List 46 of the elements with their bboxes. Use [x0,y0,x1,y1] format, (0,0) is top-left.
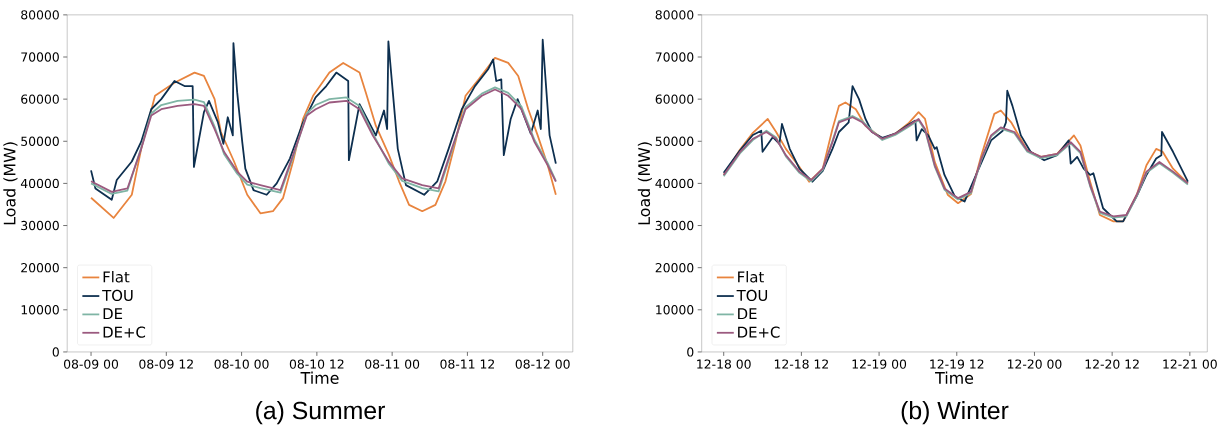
y-tick-label: 70000 [21,52,59,62]
x-tick-label: 08-11 00 [365,359,420,369]
y-tick-label: 40000 [20,178,59,188]
y-tick-label: 30000 [655,220,694,231]
y-tick-label: 0 [52,347,59,357]
legend-label: DE+C [103,326,146,338]
y-tick-label: 80000 [655,10,694,20]
text: (b) Winter [901,400,1009,425]
x-tick-label: 08-11 12 [440,359,495,369]
x-tick-label: 12-18 12 [774,359,828,369]
y-tick-label: 60000 [655,94,694,104]
legend-label: TOU [736,289,768,301]
y-tick-label: 50000 [21,136,59,146]
x-tick-label: 12-19 00 [852,359,907,369]
y-axis-title: Load (MW) [3,142,18,225]
y-tick-label: 20000 [21,262,59,273]
y-tick-label: 30000 [21,220,59,231]
x-tick-label: 12-21 00 [1163,359,1217,369]
x-tick-label: 12-18 00 [697,359,751,369]
text: (a) Summer [256,400,385,425]
x-tick-label: 08-10 00 [214,359,269,369]
y-tick-label: 0 [687,347,694,357]
y-tick-label: 20000 [655,262,694,273]
legend-label: DE [738,308,757,319]
legend-label: TOU [102,289,133,301]
x-tick-label: 12-19 12 [930,359,984,369]
legend-label: Flat [103,270,130,283]
x-tick-label: 08-12 00 [515,359,570,369]
x-axis-title: Time [300,371,339,384]
x-axis-title: Time [935,371,974,384]
x-tick-label: 12-20 00 [1007,359,1062,369]
x-tick-label: 08-10 12 [289,359,344,369]
y-tick-label: 40000 [655,178,694,188]
y-tick-label: 70000 [655,52,694,62]
x-tick-label: 12-20 12 [1085,359,1139,369]
legend-label: Flat [738,270,764,283]
y-tick-label: 60000 [21,94,59,104]
legend-label: DE+C [738,326,780,338]
y-tick-label: 80000 [21,10,59,20]
y-tick-label: 10000 [656,304,694,315]
y-tick-label: 50000 [655,136,694,146]
y-tick-label: 10000 [21,304,59,315]
legend-label: DE [103,308,123,319]
y-axis-title: Load (MW) [637,142,652,225]
x-tick-label: 08-09 00 [64,359,119,369]
x-tick-label: 08-09 12 [139,359,193,369]
